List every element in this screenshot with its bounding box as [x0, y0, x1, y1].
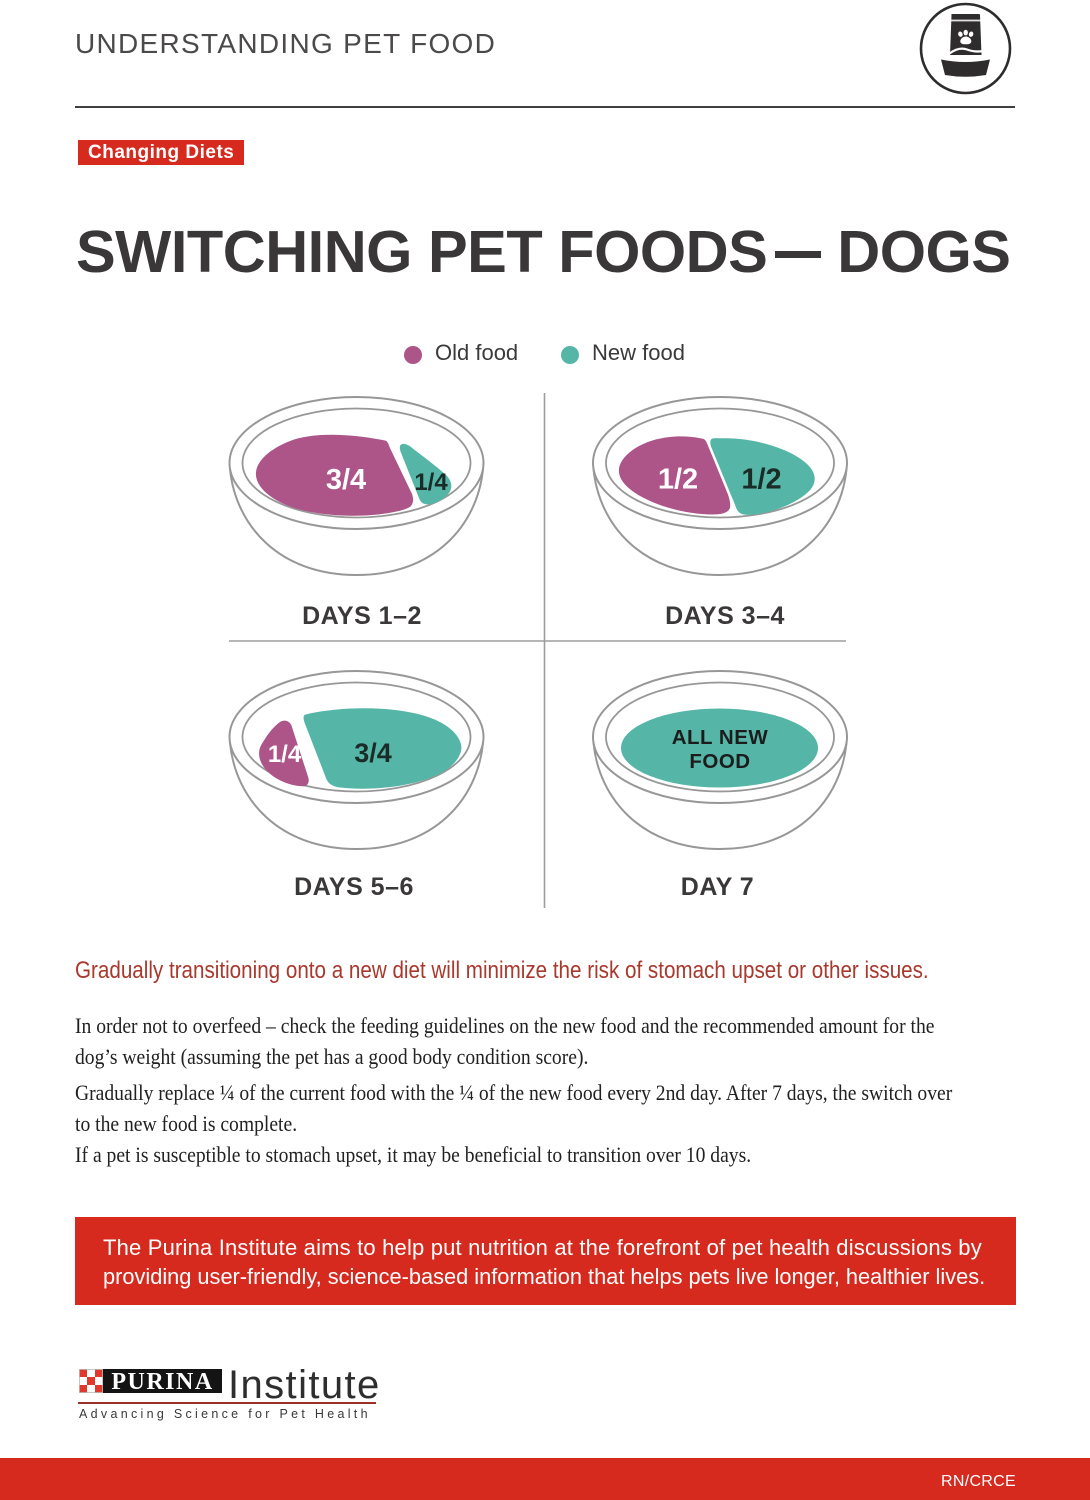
svg-text:FOOD: FOOD	[689, 750, 750, 773]
svg-text:1/4: 1/4	[268, 741, 302, 768]
svg-text:PURINA: PURINA	[111, 1369, 213, 1395]
svg-text:3/4: 3/4	[354, 738, 392, 768]
svg-text:DAYS 1–2: DAYS 1–2	[302, 602, 422, 630]
svg-text:DAYS 5–6: DAYS 5–6	[294, 873, 414, 901]
svg-text:DAYS 3–4: DAYS 3–4	[665, 602, 785, 630]
svg-text:1/4: 1/4	[414, 469, 448, 496]
svg-text:3/4: 3/4	[326, 464, 366, 496]
svg-text:1/2: 1/2	[658, 464, 698, 496]
svg-text:1/2: 1/2	[741, 464, 781, 496]
svg-text:ALL NEW: ALL NEW	[672, 726, 769, 749]
svg-text:DAY 7: DAY 7	[681, 873, 754, 901]
